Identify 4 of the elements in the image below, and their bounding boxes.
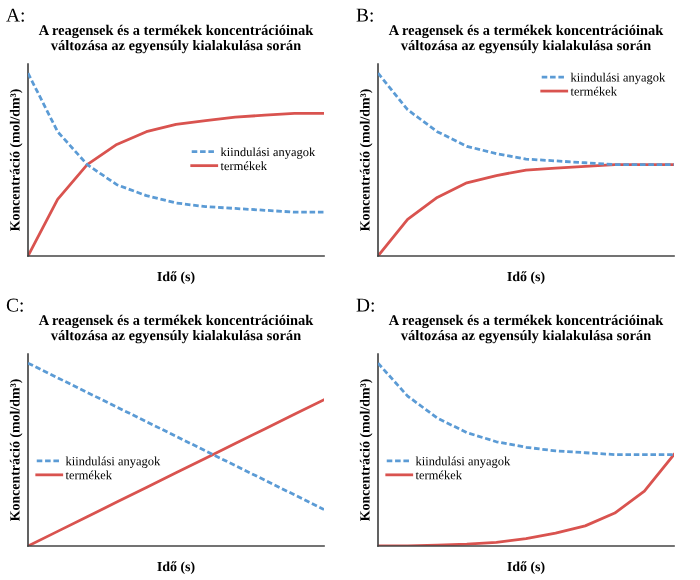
text: B: [356,8,373,22]
text: D: [356,298,374,312]
text: A: [6,8,24,22]
text: C: [6,298,23,312]
